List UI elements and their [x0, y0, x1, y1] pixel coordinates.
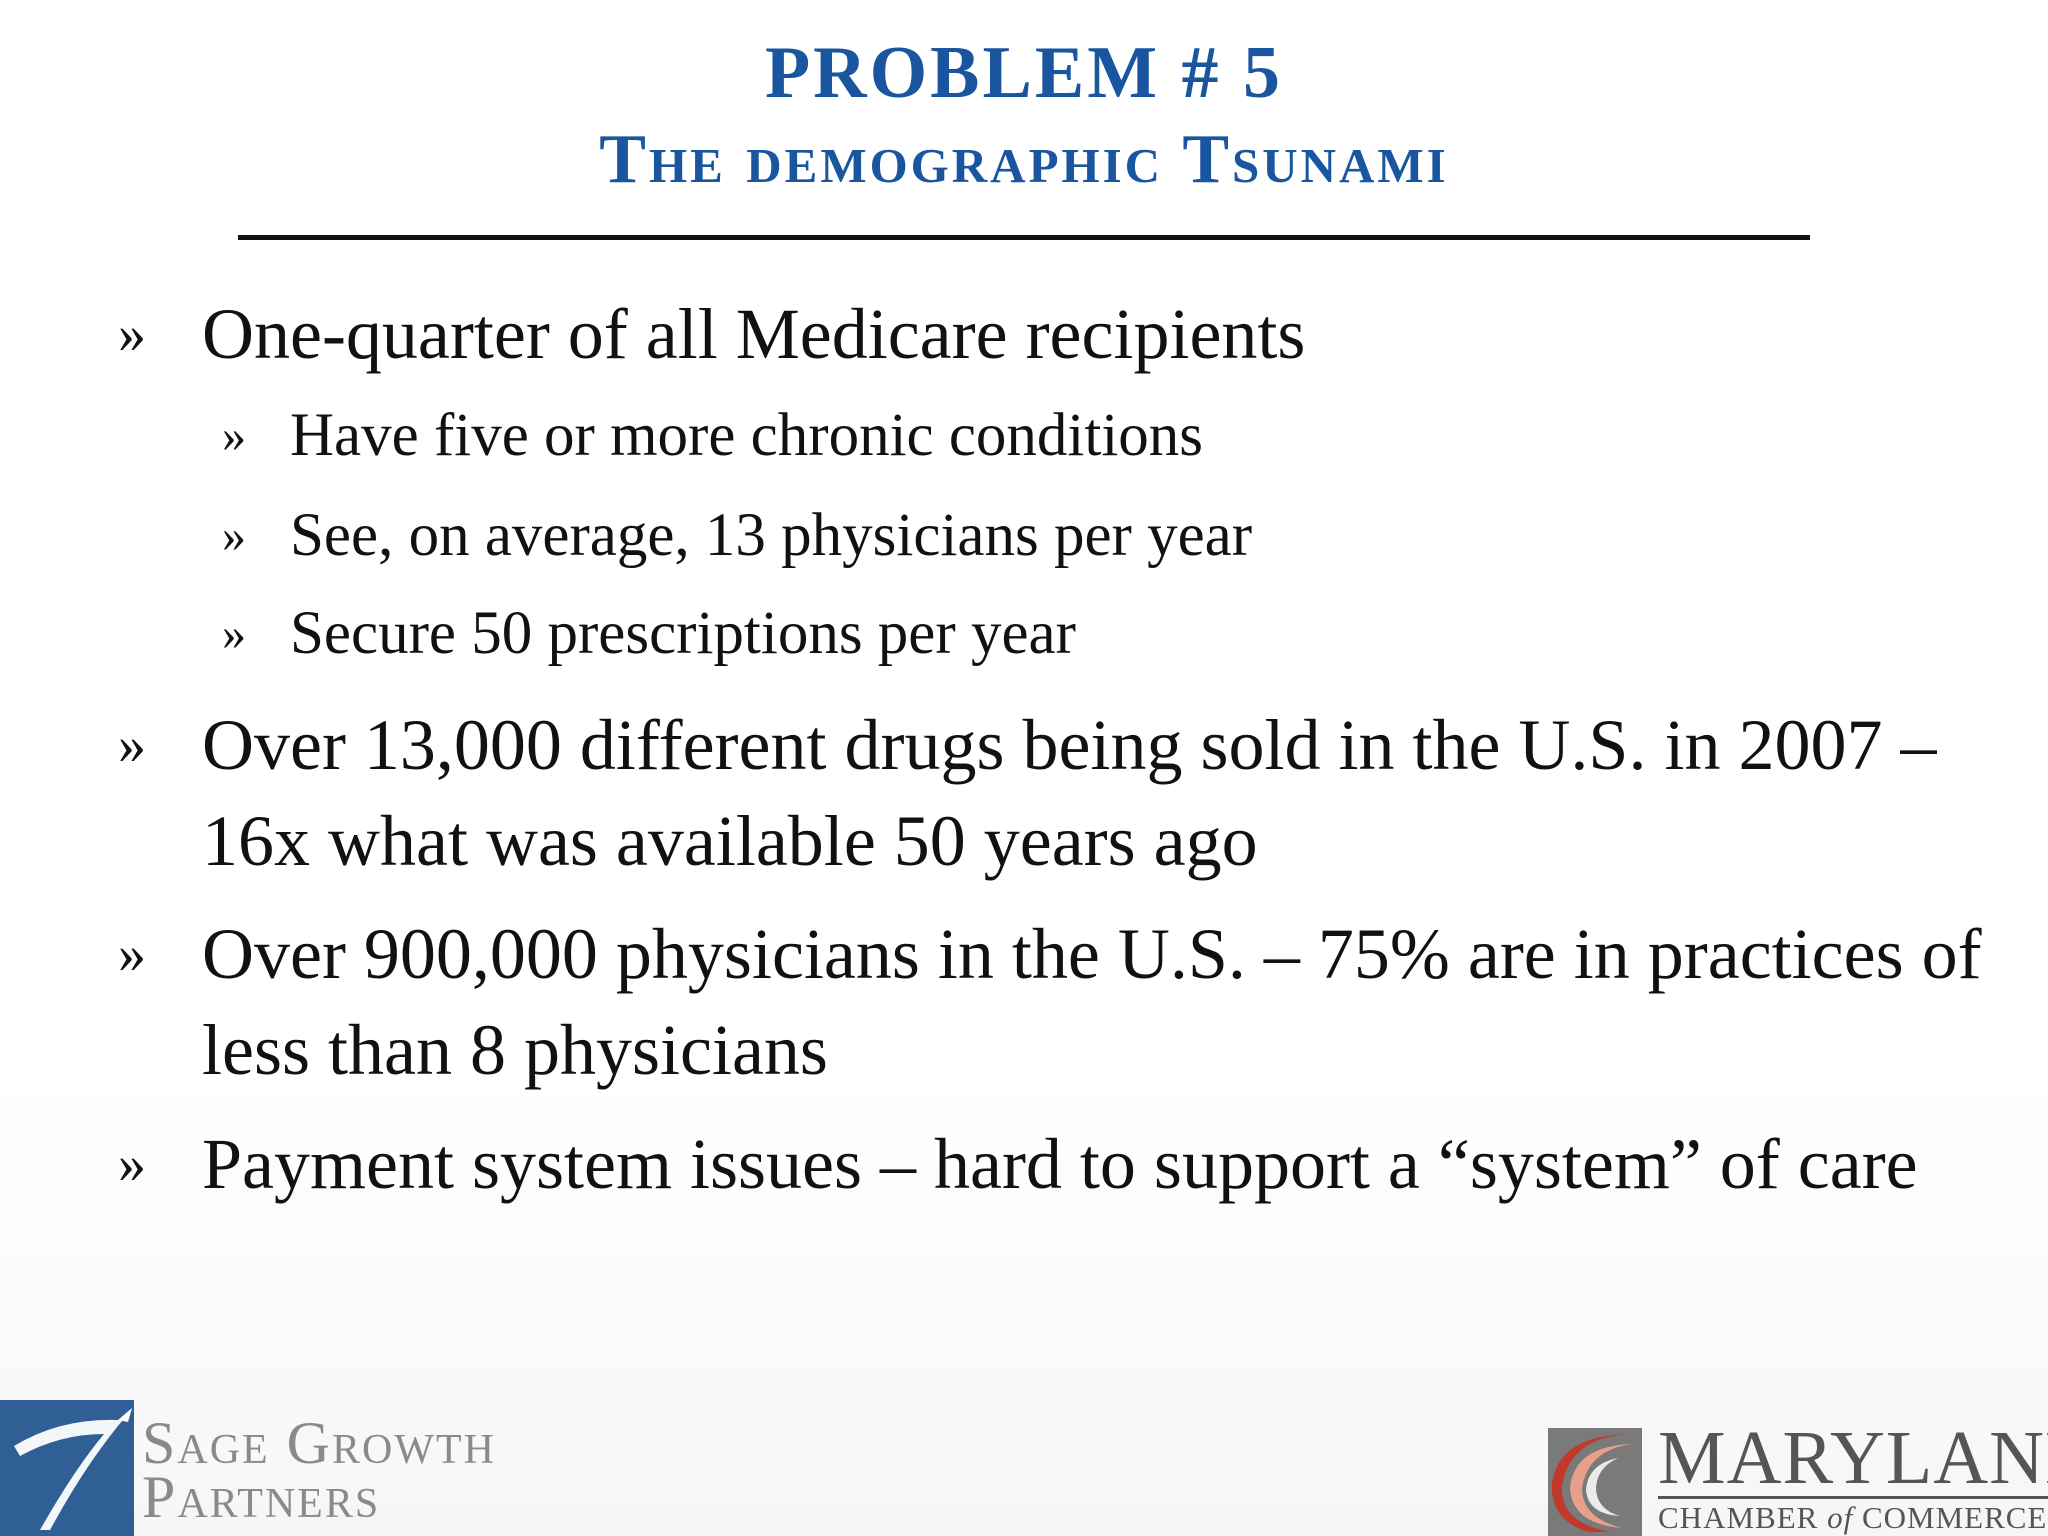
title-line-1: PROBLEM # 5 [764, 32, 1284, 114]
bullet-text: One-quarter of all Medicare recipients [202, 294, 1306, 374]
bullet-text: Payment system issues – hard to support … [202, 1124, 1918, 1204]
bullet-marker: » [118, 1133, 146, 1195]
sub-bullet-text: Have five or more chronic conditions [290, 402, 1204, 469]
bullet-item: » Payment system issues – hard to suppor… [118, 1116, 1918, 1212]
bullet-item: » Over 900,000 physicians in the U.S. – … [118, 906, 1982, 1098]
bullet-marker: » [118, 714, 146, 776]
title-line-2-part-2: Tsunami [1182, 121, 1449, 198]
maryland-sub-part-2: COMMERCE [1853, 1500, 2048, 1535]
bullet-marker: » [222, 607, 246, 660]
title-line-2: The demographic Tsunami [0, 118, 2048, 202]
bullet-text: Over 13,000 different drugs being sold i… [202, 705, 1937, 881]
maryland-sub-of: of [1827, 1500, 1854, 1535]
maryland-sub-part-1: CHAMBER [1658, 1500, 1828, 1535]
bullet-text: Over 900,000 physicians in the U.S. – 75… [202, 914, 1982, 1090]
sub-bullet-text: Secure 50 prescriptions per year [290, 600, 1076, 667]
maryland-logo-name: MARYLAND [1658, 1416, 2048, 1500]
bullet-list: » One-quarter of all Medicare recipients… [118, 286, 1982, 1212]
bullet-item: » Over 13,000 different drugs being sold… [118, 697, 1936, 889]
sage-logo-text: Sage Growth Partners [142, 1410, 496, 1530]
bullet-marker: » [118, 303, 146, 365]
sub-bullet-item: » Secure 50 prescriptions per year [222, 592, 1722, 676]
title-divider [238, 235, 1810, 240]
maryland-c-icon [1548, 1428, 1642, 1536]
bullet-item: » One-quarter of all Medicare recipients [118, 286, 1918, 382]
sub-bullet-item: » Have five or more chronic conditions [222, 394, 1722, 478]
sage-logo-line-2: Partners [142, 1464, 381, 1530]
title-line-2-part-1: The demographic [599, 121, 1183, 198]
sage-growth-partners-logo: Sage Growth Partners [0, 1398, 560, 1536]
maryland-logo-divider [1658, 1496, 2048, 1499]
bullet-marker: » [118, 923, 146, 985]
sage-logo-line-1: Sage Growth [142, 1410, 496, 1476]
bullet-marker: » [222, 509, 246, 562]
maryland-chamber-logo: MARYLAND CHAMBER of COMMERCE [1548, 1420, 2048, 1536]
maryland-logo-subtitle: CHAMBER of COMMERCE [1658, 1500, 2047, 1536]
sage-seven-icon [0, 1400, 134, 1536]
slide-title: PROBLEM # 5 The demographic Tsunami [0, 28, 2048, 202]
sub-bullet-text: See, on average, 13 physicians per year [290, 502, 1253, 569]
sub-bullet-item: » See, on average, 13 physicians per yea… [222, 494, 1722, 578]
bullet-marker: » [222, 409, 246, 462]
